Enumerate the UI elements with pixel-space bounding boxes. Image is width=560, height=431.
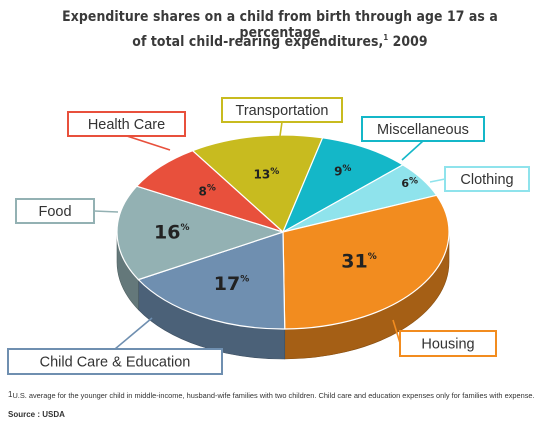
percent-label-clothing: 6%	[401, 176, 418, 190]
category-label-health-care: Health Care	[88, 117, 165, 133]
category-label-housing: Housing	[421, 336, 474, 352]
footnote: 1U.S. average for the younger child in m…	[8, 390, 558, 400]
category-label-clothing: Clothing	[460, 172, 513, 188]
leader-line-housing	[392, 319, 401, 344]
callout-box-child-care-education	[7, 348, 223, 375]
pie-slice-transportation	[191, 134, 324, 233]
title-line-2-text: of total child-rearing expenditures,	[132, 34, 384, 50]
callout-box-food	[15, 198, 95, 224]
callout-box-miscellaneous	[361, 116, 485, 142]
pie-slices	[116, 134, 450, 330]
pie-slice-health-care	[136, 150, 284, 233]
source-note: Source : USDA	[8, 410, 65, 419]
percent-label-transportation: 13%	[254, 167, 280, 182]
leader-line-food	[93, 210, 119, 213]
pie-slice-miscellaneous	[282, 137, 404, 233]
percent-label-food: 16%	[154, 221, 189, 243]
percent-label-housing: 31%	[341, 250, 376, 272]
category-callouts: Transportation Miscellaneous Clothing Housi…	[7, 97, 530, 375]
category-label-child-care-education: Child Care & Education	[40, 354, 191, 370]
chart-title-line-1: Expenditure shares on a child from birth…	[62, 9, 498, 41]
leader-line-health-care	[126, 135, 171, 151]
footnote-mark: 1	[8, 390, 13, 399]
category-label-transportation: Transportation	[236, 103, 329, 119]
category-label-food: Food	[38, 204, 71, 220]
pie-slice-housing	[282, 194, 450, 330]
callout-box-clothing	[444, 166, 530, 192]
callout-box-health-care	[67, 111, 186, 137]
footnote-text: U.S. average for the younger child in mi…	[12, 391, 535, 400]
pie-slice-child-care-education	[137, 231, 286, 330]
callout-box-transportation	[221, 97, 343, 123]
percent-label-child-care-education: 17%	[214, 273, 249, 295]
pie-slice-food	[116, 185, 284, 281]
category-label-miscellaneous: Miscellaneous	[377, 122, 469, 138]
chart-title-line-2: of total child-rearing expenditures,1 20…	[39, 33, 521, 50]
leader-line-clothing	[429, 178, 446, 183]
leader-line-child-care-education	[114, 317, 153, 350]
pie-chart: 13% 9% 6% 31% 17% 16% 8% Transportation Miscella…	[7, 97, 530, 375]
title-year: 2009	[388, 34, 428, 50]
percent-label-miscellaneous: 9%	[334, 163, 351, 178]
callout-box-housing	[399, 330, 497, 357]
leader-line-miscellaneous	[401, 140, 424, 161]
title-footnote-mark: 1	[383, 33, 389, 42]
percent-label-health-care: 8%	[199, 183, 216, 198]
leader-line-transportation	[279, 121, 283, 137]
pie-percent-labels: 13% 9% 6% 31% 17% 16% 8%	[154, 163, 418, 294]
